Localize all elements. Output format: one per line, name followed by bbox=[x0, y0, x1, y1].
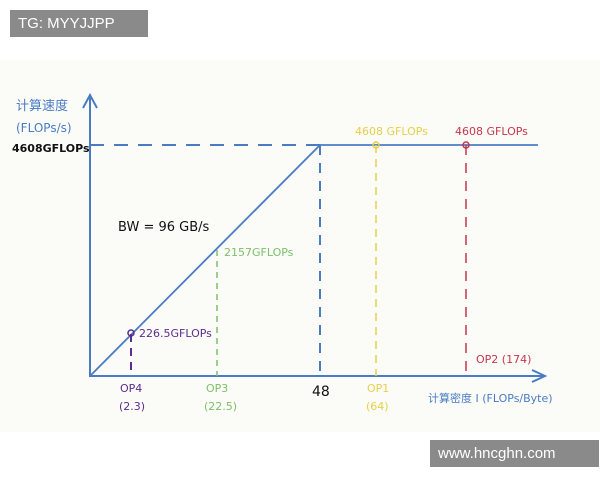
op2-perf-label: 4608 GFLOPs bbox=[455, 125, 528, 138]
op1-name: OP1 bbox=[367, 382, 389, 395]
op3-name: OP3 bbox=[206, 382, 228, 395]
op4-perf-label: 226.5GFLOPs bbox=[139, 327, 212, 340]
x-axis-label: 计算密度 I (FLOPs/Byte) bbox=[428, 391, 553, 405]
op1-point bbox=[372, 141, 380, 149]
y-axis-unit: (FLOPs/s) bbox=[16, 121, 72, 135]
op2-point bbox=[462, 141, 470, 149]
x-axis-arrow-icon bbox=[531, 369, 548, 383]
op3-intensity: (22.5) bbox=[204, 400, 237, 413]
op4-name: OP4 bbox=[120, 382, 142, 395]
op1-perf-label: 4608 GFLOPs bbox=[355, 125, 428, 138]
bandwidth-slope bbox=[89, 144, 321, 377]
peak-label: 4608GFLOPs bbox=[12, 142, 90, 155]
op2-label: OP2 (174) bbox=[476, 353, 531, 366]
op2-name: OP2 bbox=[476, 353, 498, 366]
diagram-paper bbox=[0, 60, 600, 432]
op4-point bbox=[127, 329, 135, 337]
y-axis-arrow-icon bbox=[82, 92, 98, 109]
bandwidth-label: BW = 96 GB/s bbox=[118, 220, 210, 235]
op4-intensity: (2.3) bbox=[119, 400, 145, 413]
y-axis-label: 计算速度 bbox=[16, 98, 68, 114]
ridge-label: 48 bbox=[312, 384, 330, 400]
op3-perf-label: 2157GFLOPs bbox=[224, 246, 294, 259]
op1-intensity: (64) bbox=[366, 400, 389, 413]
watermark-bottom: www.hncghn.com bbox=[430, 440, 599, 467]
op2-intensity: (174) bbox=[502, 353, 532, 366]
watermark-top: TG: MYYJJPP bbox=[10, 10, 148, 37]
